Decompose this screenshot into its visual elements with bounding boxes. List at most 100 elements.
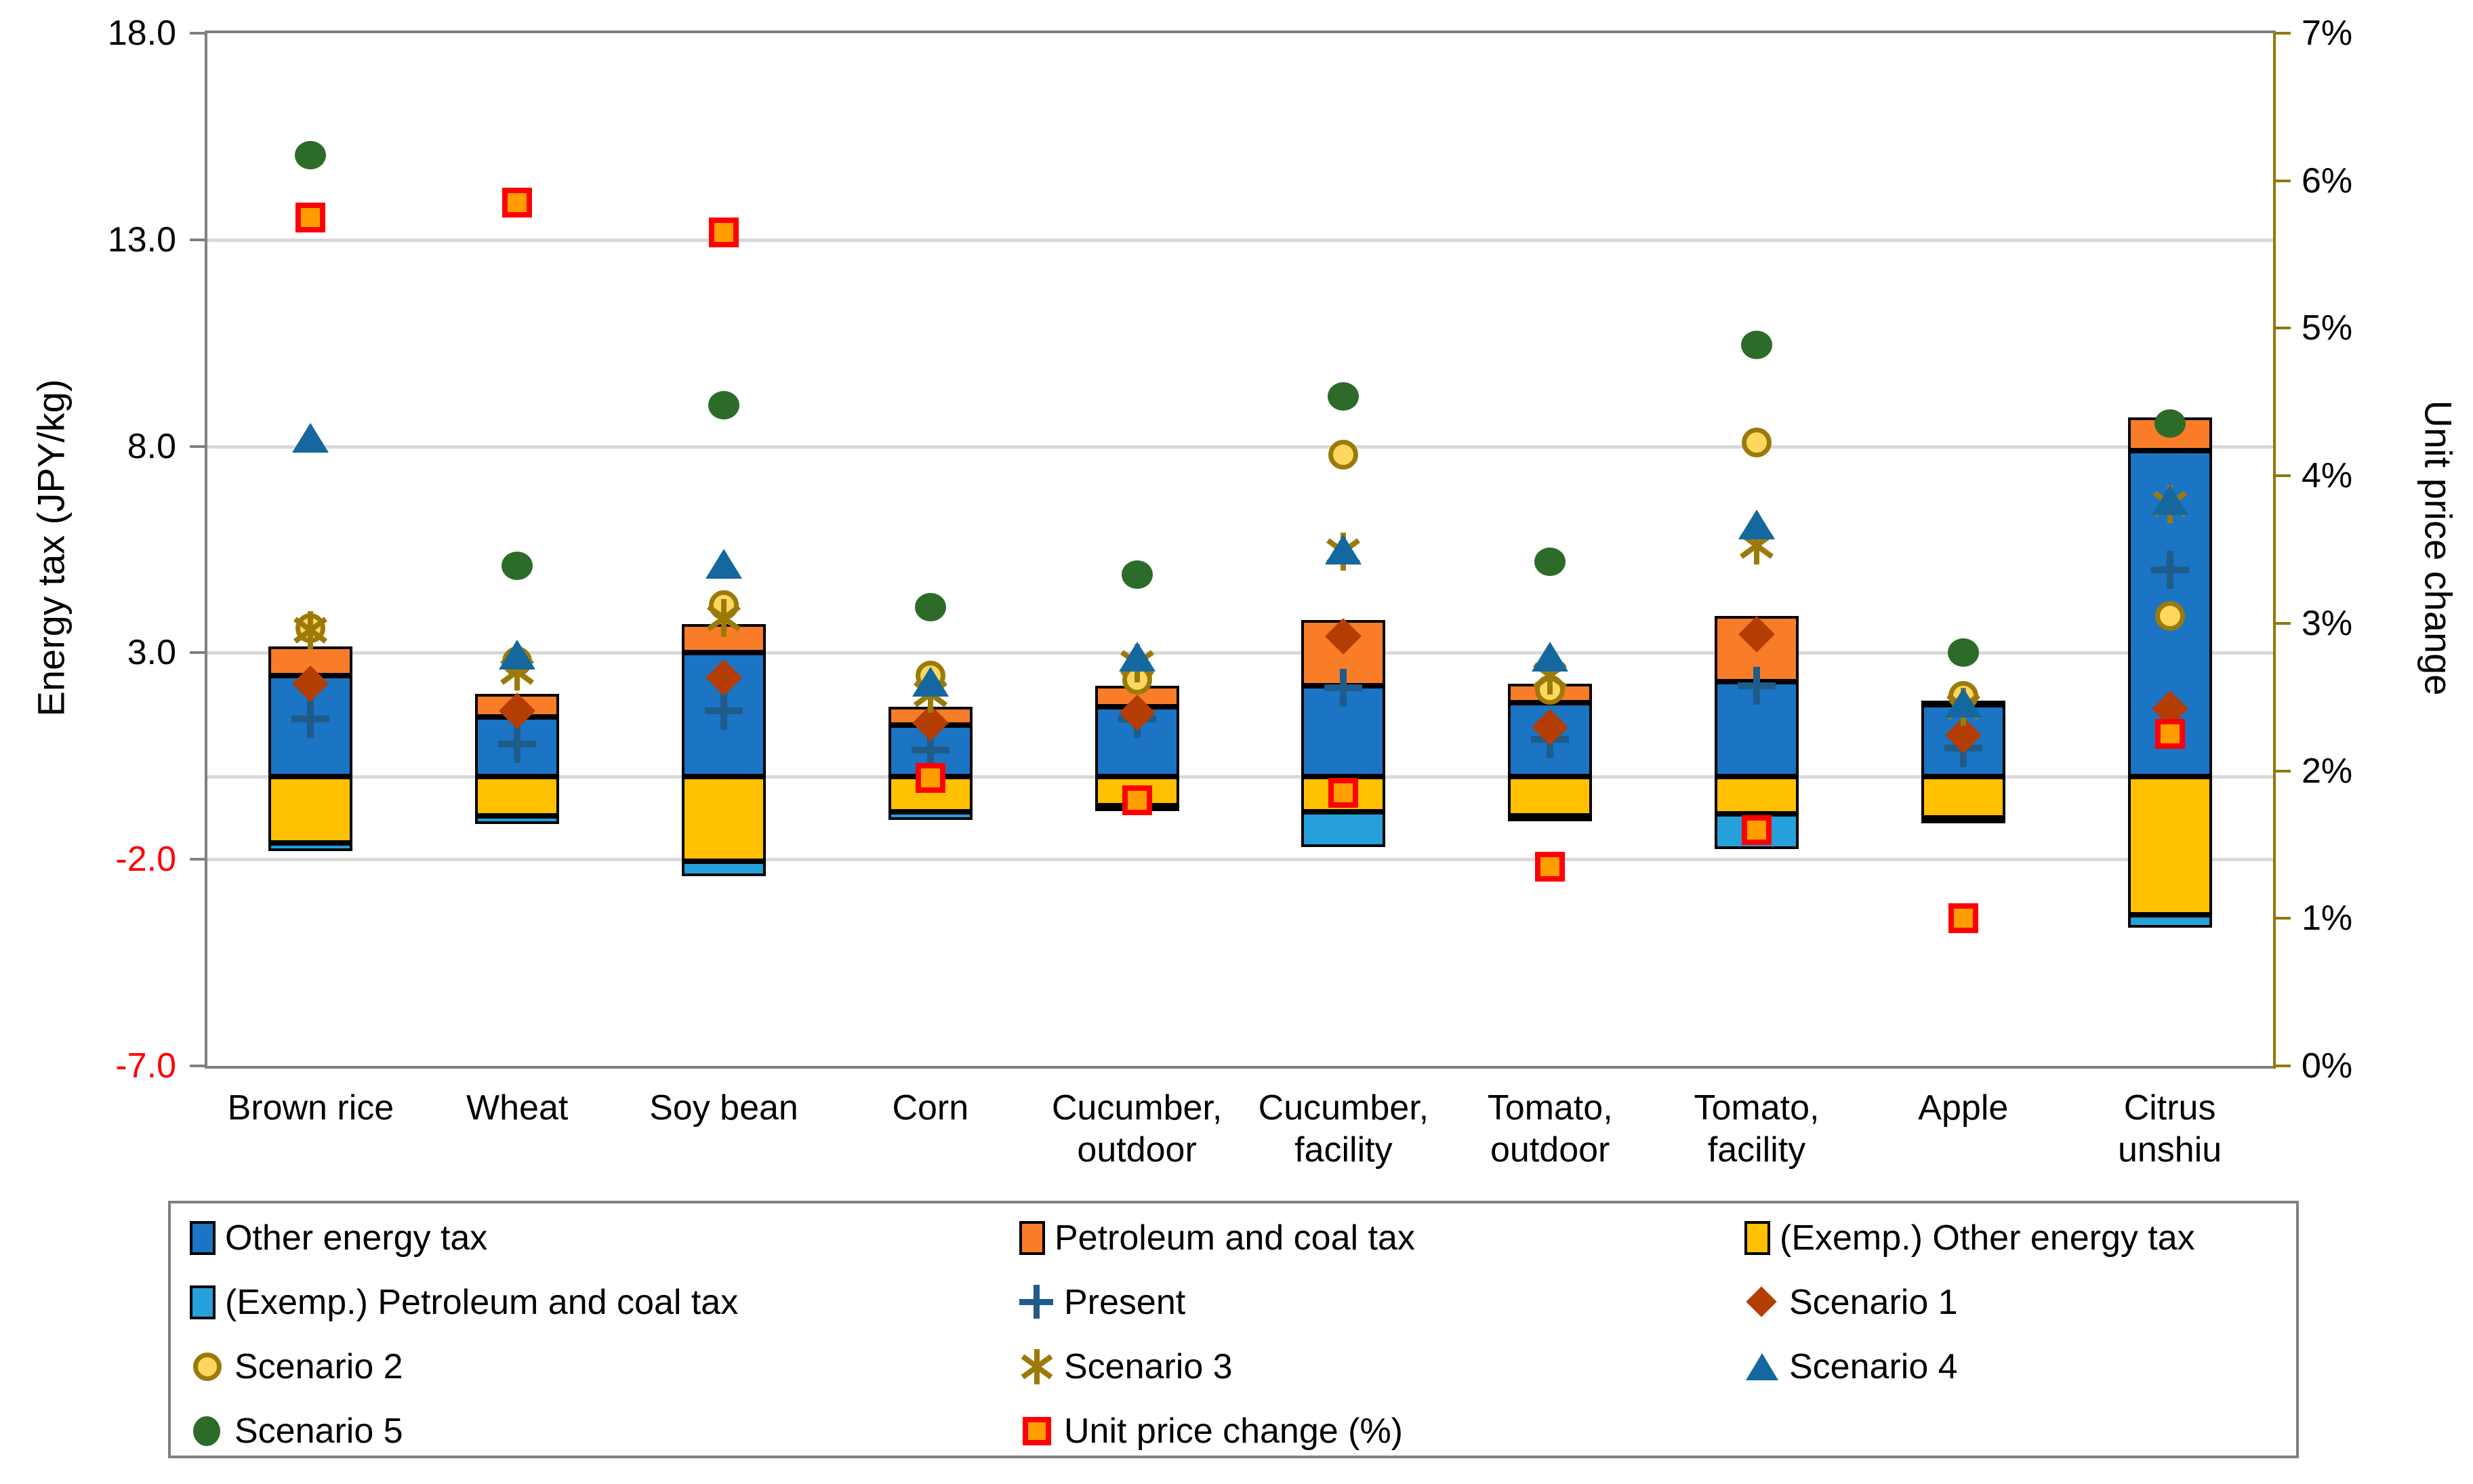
marker-scenario-4 bbox=[292, 423, 329, 453]
marker-scenario-5 bbox=[1328, 382, 1360, 411]
legend-label: (Exemp.) Petroleum and coal tax bbox=[225, 1283, 739, 1322]
legend-entry: (Exemp.) Other energy tax bbox=[1744, 1218, 2195, 1258]
legend-label: (Exemp.) Other energy tax bbox=[1780, 1218, 2195, 1258]
bar-segment-exemp-petroleum-coal-tax bbox=[475, 816, 560, 825]
marker-unit-price-change- bbox=[1122, 785, 1152, 816]
marker-scenario-4 bbox=[1118, 642, 1156, 672]
legend-triangle-icon bbox=[1744, 1349, 1780, 1384]
marker-present bbox=[2150, 551, 2189, 590]
legend-label: Scenario 5 bbox=[234, 1411, 403, 1451]
marker-unit-price-change- bbox=[1948, 903, 1978, 934]
legend-plus-icon bbox=[1019, 1285, 1055, 1320]
gridline bbox=[207, 445, 2273, 449]
gridline bbox=[207, 858, 2273, 862]
category-label: Wheat bbox=[466, 1088, 569, 1128]
marker-present bbox=[1738, 667, 1776, 705]
plot-border-top bbox=[205, 30, 2276, 33]
marker-scenario-4 bbox=[1738, 510, 1775, 540]
bar-segment-exemp-other-energy-tax bbox=[1921, 777, 2005, 819]
marker-unit-price-change- bbox=[295, 203, 326, 233]
marker-unit-price-change- bbox=[709, 217, 739, 247]
legend-entry: Petroleum and coal tax bbox=[1019, 1218, 1415, 1258]
left-axis-tick-label: -7.0 bbox=[115, 1046, 176, 1086]
plot-border-left bbox=[205, 33, 207, 1069]
legend-entry: Scenario 1 bbox=[1744, 1282, 1958, 1323]
marker-scenario-4 bbox=[499, 640, 536, 670]
category-label: Cucumber, facility bbox=[1258, 1088, 1429, 1170]
bar-segment-exemp-other-energy-tax bbox=[268, 777, 353, 843]
right-axis-tick-label: 0% bbox=[2302, 1046, 2353, 1086]
left-axis-tick bbox=[190, 32, 205, 35]
marker-scenario-5 bbox=[1947, 638, 1979, 667]
bar-segment-exemp-petroleum-coal-tax bbox=[1301, 812, 1386, 847]
left-axis-title: Energy tax (JPY/kg) bbox=[29, 379, 73, 717]
marker-scenario-4 bbox=[706, 549, 742, 579]
bar-segment-exemp-petroleum-coal-tax bbox=[268, 842, 353, 851]
marker-unit-price-change- bbox=[1328, 778, 1359, 808]
legend-label: Unit price change (%) bbox=[1064, 1411, 1403, 1451]
right-axis-tick bbox=[2276, 1065, 2291, 1067]
gridline bbox=[207, 651, 2273, 655]
marker-unit-price-change- bbox=[1535, 852, 1566, 882]
right-axis-tick-label: 3% bbox=[2302, 603, 2353, 643]
marker-scenario-5 bbox=[1121, 560, 1153, 589]
marker-scenario-5 bbox=[914, 593, 946, 622]
marker-scenario-4 bbox=[1944, 687, 1982, 718]
category-label: Tomato, outdoor bbox=[1487, 1088, 1613, 1170]
marker-scenario-3 bbox=[1738, 526, 1776, 564]
legend-square-icon bbox=[1019, 1414, 1055, 1449]
bar-segment-exemp-other-energy-tax bbox=[682, 777, 766, 862]
marker-scenario-4 bbox=[1325, 535, 1362, 564]
legend-bar-swatch bbox=[190, 1285, 216, 1319]
marker-present bbox=[498, 724, 537, 763]
legend-label: Petroleum and coal tax bbox=[1055, 1218, 1415, 1258]
legend-bar-swatch bbox=[1019, 1221, 1045, 1255]
right-axis-tick bbox=[2276, 621, 2291, 625]
legend-circle-icon bbox=[190, 1414, 225, 1449]
plus-h bbox=[498, 740, 537, 747]
category-label: Citrus unshiu bbox=[2117, 1088, 2222, 1170]
marker-scenario-3 bbox=[705, 598, 743, 637]
legend-entry: Other energy tax bbox=[190, 1218, 487, 1258]
bar-segment-exemp-petroleum-coal-tax bbox=[1921, 818, 2005, 824]
bar-segment-exemp-petroleum-coal-tax bbox=[682, 861, 766, 876]
left-axis-tick bbox=[190, 651, 205, 655]
marker-present bbox=[705, 691, 743, 730]
right-axis-tick-label: 1% bbox=[2302, 899, 2353, 939]
legend-label: Scenario 2 bbox=[234, 1347, 403, 1386]
legend-diamond-icon bbox=[1744, 1285, 1780, 1320]
right-axis-tick bbox=[2276, 32, 2291, 35]
category-label: Brown rice bbox=[227, 1088, 394, 1128]
legend-entry: Scenario 2 bbox=[190, 1346, 403, 1387]
legend-label: Scenario 1 bbox=[1789, 1283, 1958, 1322]
left-axis-tick bbox=[190, 238, 205, 241]
legend-label: Scenario 3 bbox=[1064, 1347, 1233, 1386]
legend-entry: Unit price change (%) bbox=[1019, 1411, 1403, 1451]
right-axis-tick-label: 5% bbox=[2302, 308, 2353, 348]
gridline bbox=[207, 775, 2273, 779]
bar-segment-exemp-other-energy-tax bbox=[2127, 777, 2212, 915]
legend-asterisk-icon bbox=[1019, 1349, 1055, 1384]
right-axis-tick bbox=[2276, 474, 2291, 478]
marker-scenario-4 bbox=[1532, 642, 1569, 672]
legend-entry: Scenario 5 bbox=[190, 1411, 403, 1451]
bar-segment-exemp-petroleum-coal-tax bbox=[1508, 816, 1593, 822]
category-label: Tomato, facility bbox=[1694, 1088, 1820, 1170]
marker-present bbox=[291, 699, 330, 738]
marker-scenario-2 bbox=[1742, 427, 1772, 457]
left-axis-tick-label: 18.0 bbox=[107, 14, 176, 53]
plot-border-bottom bbox=[205, 1066, 2276, 1069]
category-label: Soy bean bbox=[649, 1088, 798, 1128]
plot-border-right bbox=[2273, 33, 2276, 1069]
right-axis-tick-label: 6% bbox=[2302, 161, 2353, 201]
left-axis-tick-label: -2.0 bbox=[115, 840, 176, 880]
bar-segment-exemp-petroleum-coal-tax bbox=[2127, 915, 2212, 928]
marker-scenario-3 bbox=[291, 611, 329, 649]
marker-unit-price-change- bbox=[2154, 719, 2185, 749]
legend-label: Other energy tax bbox=[225, 1218, 488, 1258]
marker-scenario-5 bbox=[708, 390, 739, 419]
marker-unit-price-change- bbox=[1742, 815, 1772, 845]
marker-scenario-2 bbox=[1328, 439, 1359, 470]
bar-segment-exemp-other-energy-tax bbox=[475, 777, 560, 817]
